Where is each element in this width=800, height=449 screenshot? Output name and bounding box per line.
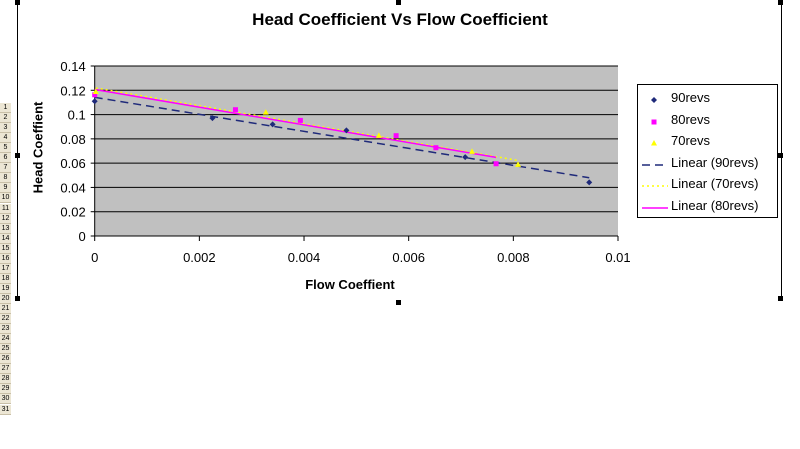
data-point — [91, 98, 98, 105]
legend-item: 80revs — [638, 110, 777, 130]
resize-handle[interactable] — [15, 296, 20, 301]
row-header[interactable]: 26 — [0, 354, 11, 365]
legend-label: 90revs — [671, 90, 711, 105]
y-tick-label: 0.02 — [60, 205, 85, 220]
row-header[interactable]: 7 — [0, 163, 11, 174]
y-tick-label: 0.04 — [60, 180, 85, 195]
legend-key-icon — [651, 119, 657, 124]
data-point — [493, 161, 499, 167]
row-header[interactable]: 21 — [0, 304, 11, 314]
row-header[interactable]: 18 — [0, 273, 11, 284]
y-tick-label: 0.08 — [60, 132, 85, 147]
x-tick-label: 0.006 — [392, 250, 425, 265]
row-header[interactable]: 15 — [0, 243, 11, 254]
x-axis-label: Flow Coeffient — [305, 277, 395, 292]
trendline — [94, 96, 590, 179]
row-header[interactable]: 2 — [0, 113, 11, 124]
data-point — [515, 161, 522, 167]
legend-key-icon — [642, 206, 668, 209]
row-header[interactable]: 27 — [0, 364, 11, 375]
row-header[interactable]: 31 — [0, 404, 11, 415]
data-point — [433, 145, 439, 151]
row-header[interactable]: 9 — [0, 183, 11, 194]
row-header[interactable]: 13 — [0, 223, 11, 234]
row-header[interactable]: 5 — [0, 143, 11, 154]
data-point — [269, 121, 276, 128]
row-header[interactable]: 16 — [0, 253, 11, 264]
data-point — [297, 117, 303, 123]
y-tick-label: 0.12 — [60, 83, 85, 98]
y-tick-label: 0.06 — [60, 156, 85, 171]
data-point — [92, 88, 99, 94]
data-point — [468, 148, 475, 154]
resize-handle[interactable] — [396, 300, 401, 305]
row-header[interactable]: 23 — [0, 324, 11, 335]
row-header[interactable]: 22 — [0, 314, 11, 325]
legend: 90revs 80revs 70revs Linear (90revs) Linear … — [637, 84, 778, 218]
legend-item: 90revs — [638, 88, 777, 108]
legend-item: 70revs — [638, 131, 777, 151]
plot: 0 0.02 0.04 0.06 0.08 0.1 0.12 0.14 0 0.002 0.004 0… — [60, 59, 630, 265]
data-point — [232, 107, 238, 113]
row-header[interactable]: 1 — [0, 103, 11, 113]
x-tick-label: 0.002 — [183, 250, 216, 265]
row-header[interactable]: 29 — [0, 384, 11, 395]
trendline — [95, 87, 519, 162]
row-header[interactable]: 20 — [0, 293, 11, 304]
x-tick-label: 0 — [91, 250, 98, 265]
legend-key-icon — [642, 185, 668, 187]
data-point — [586, 179, 593, 186]
y-tick-label: 0.1 — [68, 108, 86, 123]
legend-item: Linear (70revs) — [638, 174, 777, 194]
row-header[interactable]: 30 — [0, 394, 11, 405]
legend-item: Linear (80revs) — [638, 196, 777, 216]
data-point — [375, 132, 382, 138]
data-point — [262, 109, 269, 115]
row-header[interactable]: 8 — [0, 173, 11, 184]
row-header[interactable]: 25 — [0, 344, 11, 355]
y-tick-label: 0 — [78, 229, 85, 244]
x-tick-label: 0.004 — [288, 250, 321, 265]
y-tick-label: 0.14 — [60, 59, 85, 74]
row-header[interactable]: 28 — [0, 374, 11, 385]
legend-key-icon — [651, 97, 657, 103]
chart-area[interactable] — [17, 0, 782, 298]
legend-label: 80revs — [671, 111, 711, 127]
legend-label: Linear (90revs) — [671, 154, 759, 170]
row-header[interactable]: 11 — [0, 203, 11, 214]
row-header[interactable]: 14 — [0, 233, 11, 244]
data-point — [343, 127, 350, 134]
resize-handle[interactable] — [396, 0, 401, 5]
data-point — [92, 92, 98, 98]
data-point — [209, 115, 216, 122]
trendline — [94, 88, 497, 159]
plot-background — [94, 66, 618, 236]
legend-label: 70revs — [671, 133, 711, 148]
row-header[interactable]: 10 — [0, 193, 11, 204]
legend-key-icon — [642, 163, 668, 166]
row-header[interactable]: 4 — [0, 133, 11, 144]
data-point — [462, 154, 469, 161]
resize-handle[interactable] — [15, 0, 20, 5]
row-header[interactable]: 12 — [0, 213, 11, 224]
resize-handle[interactable] — [778, 153, 783, 158]
row-header[interactable]: 3 — [0, 123, 11, 134]
row-header[interactable]: 19 — [0, 283, 11, 294]
resize-handle[interactable] — [778, 0, 783, 5]
data-point — [393, 133, 399, 139]
row-header[interactable]: 24 — [0, 334, 11, 345]
legend-label: Linear (80revs) — [671, 197, 759, 213]
x-tick-label: 0.008 — [497, 250, 530, 265]
legend-label: Linear (70revs) — [671, 176, 759, 191]
resize-handle[interactable] — [778, 296, 783, 301]
legend-key-icon — [651, 140, 657, 146]
chart-title: Head Coefficient Vs Flow Coefficient — [252, 10, 548, 29]
row-header[interactable]: 17 — [0, 263, 11, 274]
row-header[interactable]: 6 — [0, 153, 11, 164]
legend-item: Linear (90revs) — [638, 153, 777, 173]
x-tick-label: 0.01 — [605, 250, 630, 265]
row-headers: 1 2 3 4 5 6 7 8 9 10 11 12 13 14 15 16 17 18 19 20 21 22 23 24 2… — [0, 0, 12, 449]
resize-handle[interactable] — [15, 153, 20, 158]
